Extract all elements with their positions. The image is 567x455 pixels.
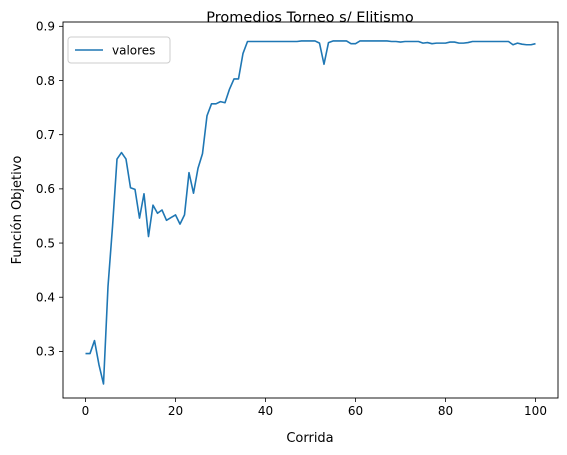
y-tick-label: 0.9 [36, 20, 55, 34]
series-line-valores [85, 40, 536, 385]
plot-background [63, 22, 558, 398]
y-tick-label: 0.7 [36, 128, 55, 142]
legend-box [67, 36, 171, 64]
plot-area: 0 20 40 60 80 100 0.3 0.4 0.5 0.6 0.7 0.8 0.9 [36, 20, 559, 418]
x-axis-title: Corrida [286, 431, 333, 446]
plot-frame [62, 21, 559, 399]
y-tick-label: 0.8 [36, 74, 55, 88]
legend-label: valores [112, 44, 155, 58]
y-tick-label: 0.4 [36, 291, 55, 305]
x-tick-label: 80 [438, 404, 453, 418]
y-tick-label: 0.5 [36, 236, 55, 250]
x-tick-label: 20 [168, 404, 183, 418]
y-tick-label: 0.3 [36, 345, 55, 359]
y-axis-title: Función Objetivo [10, 156, 25, 265]
x-tick-label: 100 [524, 404, 547, 418]
x-tick-label: 40 [258, 404, 273, 418]
y-tick-label: 0.6 [36, 182, 55, 196]
legend: valores [67, 36, 171, 64]
x-axis: 0 20 40 60 80 100 [82, 398, 547, 418]
x-tick-label: 0 [82, 404, 90, 418]
x-tick-label: 60 [348, 404, 363, 418]
y-axis: 0.3 0.4 0.5 0.6 0.7 0.8 0.9 [36, 20, 63, 359]
